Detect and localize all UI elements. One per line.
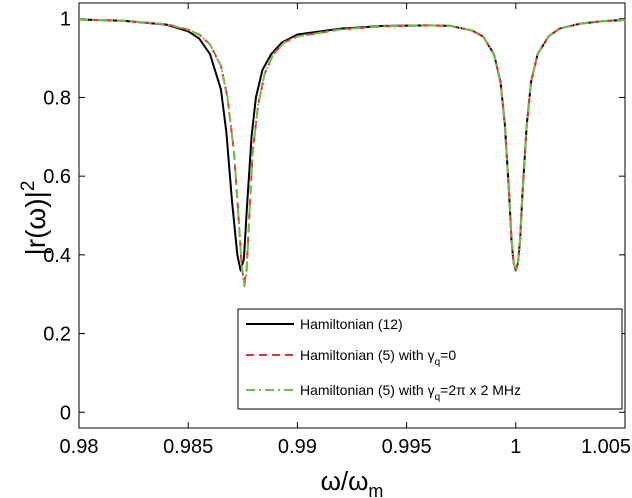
legend-label-h5g: Hamiltonian (5) with γq=2π x 2 MHz bbox=[300, 382, 521, 403]
y-tick-label: 0.8 bbox=[43, 87, 71, 109]
legend-label-h12: Hamiltonian (12) bbox=[300, 316, 403, 332]
legend-box bbox=[237, 308, 623, 410]
x-tick-label: 1.005 bbox=[581, 436, 631, 458]
legend: Hamiltonian (12) Hamiltonian (5) with γq… bbox=[237, 308, 623, 410]
x-tick-label: 0.985 bbox=[163, 436, 213, 458]
y-tick-label: 0.2 bbox=[43, 324, 71, 346]
x-axis-label: ω/ωm bbox=[321, 466, 384, 498]
axis-ticks: 0.98 0.985 0.99 0.995 1 1.005 0 0.2 0.4 0.6 0.8 1 bbox=[43, 3, 631, 458]
y-axis-label: |r(ω)|2 bbox=[18, 181, 51, 256]
series-lines bbox=[79, 18, 625, 288]
y-tick-label: 1 bbox=[60, 9, 71, 31]
series-line-h5g bbox=[79, 18, 625, 288]
x-tick-label: 0.995 bbox=[382, 436, 432, 458]
y-tick-label: 0.6 bbox=[43, 166, 71, 188]
y-tick-label: 0.4 bbox=[43, 245, 71, 267]
x-tick-label: 0.98 bbox=[60, 436, 99, 458]
legend-label-h5: Hamiltonian (5) with γq=0 bbox=[300, 347, 456, 368]
x-tick-label: 0.99 bbox=[278, 436, 317, 458]
x-tick-label: 1 bbox=[510, 436, 521, 458]
y-tick-label: 0 bbox=[60, 402, 71, 424]
